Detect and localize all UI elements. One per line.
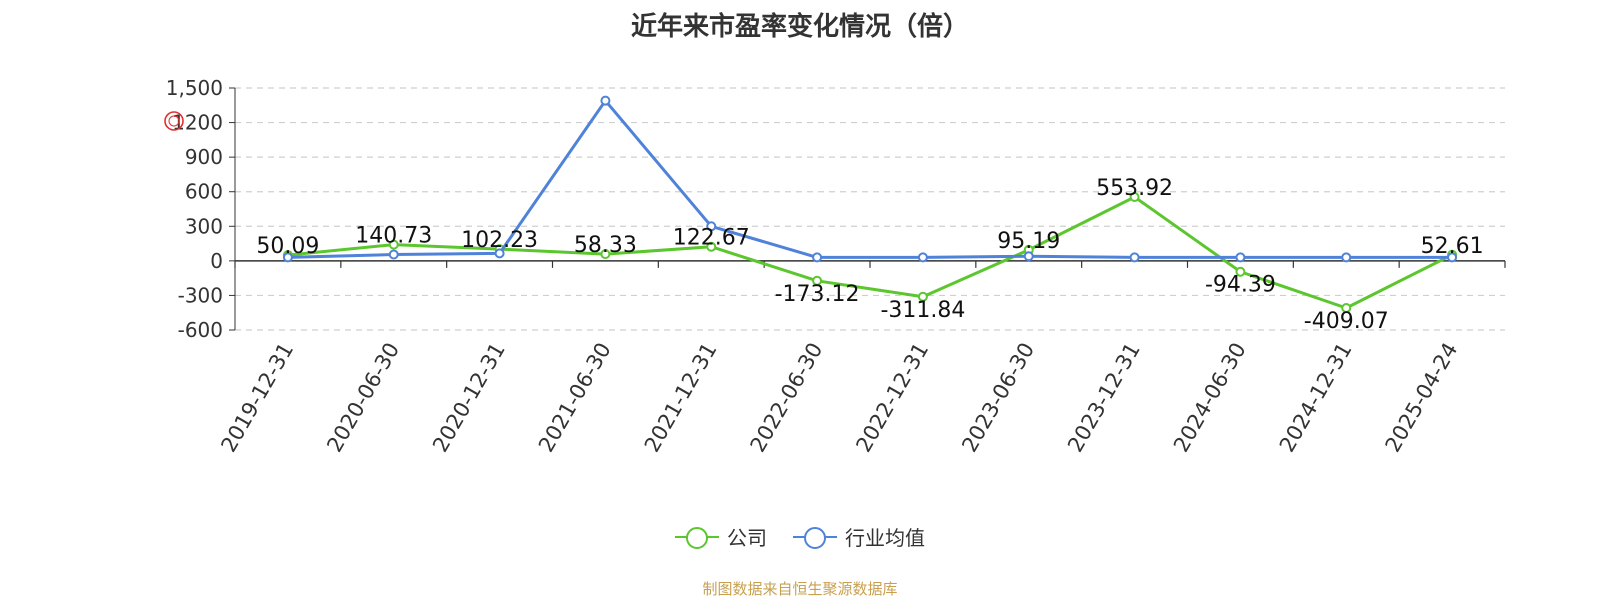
company-data-label: 140.73 <box>355 224 432 249</box>
company-data-label: 52.61 <box>1421 234 1484 259</box>
x-tick-label: 2019-12-31 <box>216 339 298 457</box>
legend-item-industry[interactable]: 行业均值 <box>793 522 925 551</box>
x-tick-label: 2022-06-30 <box>746 339 828 457</box>
industry-data-point <box>600 95 611 106</box>
company-data-label: -311.84 <box>880 298 965 323</box>
x-tick-label: 2023-12-31 <box>1063 339 1145 457</box>
company-data-point <box>917 291 928 302</box>
company-data-label: 58.33 <box>574 233 637 258</box>
company-data-label: 102.23 <box>461 228 538 253</box>
x-tick-label: 2020-12-31 <box>428 339 510 457</box>
company-data-point <box>600 249 611 260</box>
industry-data-point <box>1235 252 1246 263</box>
x-tick-label: 2021-06-30 <box>534 339 616 457</box>
company-series-line <box>287 195 1453 310</box>
company-data-label: -173.12 <box>775 282 860 307</box>
x-tick-label: 2021-12-31 <box>640 339 722 457</box>
industry-data-point <box>706 221 717 232</box>
industry-data-point <box>917 252 928 263</box>
industry-data-point <box>282 252 293 263</box>
company-data-point <box>1129 192 1140 203</box>
x-tick-label: 2024-12-31 <box>1275 339 1357 457</box>
industry-data-point <box>1129 252 1140 263</box>
company-data-label: -94.39 <box>1205 273 1276 298</box>
industry-series-line <box>287 99 1453 259</box>
x-tick-label: 2025-04-24 <box>1381 339 1463 457</box>
y-tick-label: 0 <box>210 249 223 273</box>
chart-title: 近年来市盈率变化情况（倍） <box>630 12 969 42</box>
legend-industry-symbol-icon <box>793 526 837 549</box>
company-data-label: 122.67 <box>673 226 750 251</box>
x-tick-label: 2022-12-31 <box>851 339 933 457</box>
x-tick-label: 2020-06-30 <box>322 339 404 457</box>
company-data-label: -409.07 <box>1304 309 1389 334</box>
legend: 公司 行业均值 <box>0 522 1600 551</box>
company-data-point <box>388 239 399 250</box>
y-tick-label: 900 <box>185 145 223 169</box>
industry-data-point <box>388 249 399 260</box>
legend-industry-label: 行业均值 <box>845 526 925 550</box>
y-tick-label: -300 <box>178 283 223 307</box>
industry-data-point <box>812 252 823 263</box>
data-source-note: 制图数据来自恒生聚源数据库 <box>702 580 898 598</box>
y-tick-label: -600 <box>178 318 223 342</box>
company-data-point <box>1341 302 1352 313</box>
legend-company-symbol-icon <box>675 526 719 549</box>
x-tick-label: 2024-06-30 <box>1169 339 1251 457</box>
watermark-seal-icon <box>164 111 184 131</box>
industry-data-point <box>1023 251 1034 262</box>
industry-data-point <box>494 248 505 259</box>
industry-data-point <box>1447 252 1458 263</box>
legend-company-label: 公司 <box>727 526 767 550</box>
company-data-label: 50.09 <box>256 234 319 259</box>
industry-data-point <box>1341 252 1352 263</box>
company-data-label: 553.92 <box>1096 176 1173 201</box>
y-tick-label: 300 <box>185 214 223 238</box>
x-tick-label: 2023-06-30 <box>957 339 1039 457</box>
y-tick-label: 1,500 <box>166 76 223 100</box>
company-data-point <box>1235 266 1246 277</box>
company-data-point <box>706 241 717 252</box>
legend-item-company[interactable]: 公司 <box>675 522 767 551</box>
company-data-point <box>812 275 823 286</box>
company-data-label: 95.19 <box>997 229 1060 254</box>
y-tick-label: 600 <box>185 180 223 204</box>
